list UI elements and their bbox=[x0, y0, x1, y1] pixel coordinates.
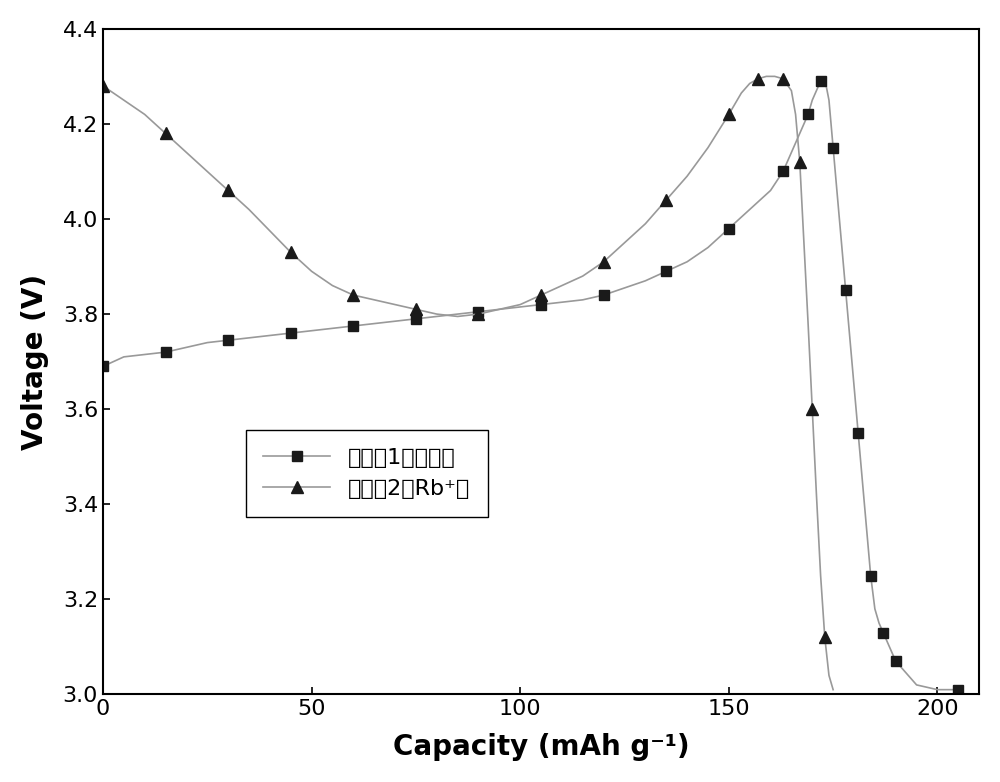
实施例2（Rb⁺） bbox=[493, 305, 505, 314]
实施例2（Rb⁺） bbox=[452, 312, 464, 321]
实施例2（Rb⁺） bbox=[806, 404, 818, 414]
实施例2（Rb⁺） bbox=[660, 196, 672, 205]
实施例1（对比） bbox=[952, 685, 964, 694]
实施例2（Rb⁺） bbox=[827, 685, 839, 694]
实施例2（Rb⁺） bbox=[785, 86, 797, 95]
实施例2（Rb⁺） bbox=[368, 295, 380, 304]
Legend: 实施例1（对比）, 实施例2（Rb⁺）: 实施例1（对比）, 实施例2（Rb⁺） bbox=[246, 430, 488, 517]
实施例2（Rb⁺） bbox=[556, 281, 568, 290]
实施例2（Rb⁺） bbox=[794, 157, 806, 167]
X-axis label: Capacity (mAh g⁻¹): Capacity (mAh g⁻¹) bbox=[393, 734, 689, 761]
实施例2（Rb⁺） bbox=[535, 290, 547, 300]
实施例1（对比） bbox=[97, 362, 109, 371]
实施例2（Rb⁺） bbox=[723, 109, 735, 119]
Y-axis label: Voltage (V): Voltage (V) bbox=[21, 274, 49, 450]
实施例2（Rb⁺） bbox=[760, 72, 772, 81]
实施例2（Rb⁺） bbox=[802, 319, 814, 328]
实施例2（Rb⁺） bbox=[823, 671, 835, 680]
实施例2（Rb⁺） bbox=[431, 310, 443, 319]
Line: 实施例2（Rb⁺）: 实施例2（Rb⁺） bbox=[97, 71, 839, 695]
实施例1（对比） bbox=[535, 300, 547, 309]
实施例2（Rb⁺） bbox=[769, 72, 781, 81]
实施例2（Rb⁺） bbox=[735, 88, 747, 98]
实施例2（Rb⁺） bbox=[389, 300, 401, 309]
实施例2（Rb⁺） bbox=[639, 219, 651, 228]
实施例2（Rb⁺） bbox=[810, 490, 822, 500]
实施例2（Rb⁺） bbox=[819, 633, 831, 642]
实施例2（Rb⁺） bbox=[598, 257, 610, 267]
实施例1（对比） bbox=[347, 321, 359, 331]
实施例2（Rb⁺） bbox=[790, 109, 802, 119]
实施例2（Rb⁺） bbox=[744, 79, 756, 88]
实施例2（Rb⁺） bbox=[160, 129, 172, 138]
实施例2（Rb⁺） bbox=[201, 167, 213, 176]
实施例2（Rb⁺） bbox=[472, 310, 484, 319]
实施例1（对比） bbox=[873, 619, 885, 628]
Line: 实施例1（对比）: 实施例1（对比） bbox=[98, 74, 963, 694]
实施例2（Rb⁺） bbox=[577, 271, 589, 281]
实施例2（Rb⁺） bbox=[514, 300, 526, 309]
实施例2（Rb⁺） bbox=[681, 171, 693, 181]
实施例2（Rb⁺） bbox=[619, 238, 631, 247]
实施例2（Rb⁺） bbox=[347, 290, 359, 300]
实施例2（Rb⁺） bbox=[180, 148, 192, 157]
实施例1（对比） bbox=[765, 186, 777, 196]
实施例2（Rb⁺） bbox=[410, 305, 422, 314]
实施例2（Rb⁺） bbox=[752, 74, 764, 84]
实施例2（Rb⁺） bbox=[306, 267, 318, 276]
实施例1（对比） bbox=[819, 74, 831, 84]
实施例2（Rb⁺） bbox=[702, 143, 714, 152]
实施例2（Rb⁺） bbox=[97, 81, 109, 91]
实施例2（Rb⁺） bbox=[285, 248, 297, 257]
实施例1（对比） bbox=[389, 317, 401, 326]
实施例1（对比） bbox=[931, 685, 943, 694]
实施例2（Rb⁺） bbox=[139, 109, 151, 119]
实施例2（Rb⁺） bbox=[243, 205, 255, 214]
实施例2（Rb⁺） bbox=[326, 281, 338, 290]
实施例1（对比） bbox=[802, 109, 814, 119]
实施例2（Rb⁺） bbox=[118, 95, 130, 105]
实施例2（Rb⁺） bbox=[815, 571, 827, 580]
实施例2（Rb⁺） bbox=[222, 186, 234, 196]
实施例2（Rb⁺） bbox=[264, 226, 276, 235]
实施例2（Rb⁺） bbox=[798, 238, 810, 247]
实施例2（Rb⁺） bbox=[777, 74, 789, 84]
